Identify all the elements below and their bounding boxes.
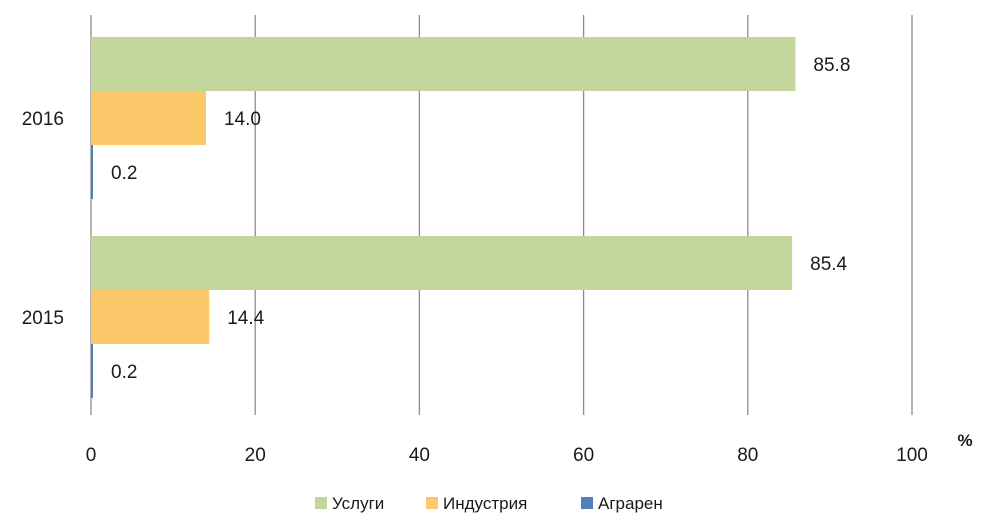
legend-swatch (581, 497, 593, 509)
legend-label: Индустрия (443, 494, 527, 513)
bar-value-label: 85.4 (810, 254, 847, 275)
bar (91, 91, 206, 145)
x-tick-label: 20 (245, 445, 266, 466)
bar (91, 145, 93, 199)
bar (91, 344, 93, 398)
legend-label: Аграрен (598, 494, 663, 513)
x-tick-label: 60 (573, 445, 594, 466)
bar (91, 37, 796, 91)
x-tick-label: 0 (86, 445, 97, 466)
legend: Услуги Индустрия Аграрен (315, 494, 663, 513)
category-labels: 2016 2015 (22, 109, 64, 329)
bar (91, 236, 793, 290)
bar-value-label: 14.4 (227, 308, 264, 329)
data-labels: 85.8 14.0 0.2 85.4 14.4 0.2 (111, 55, 850, 383)
category-label: 2015 (22, 308, 64, 329)
bars (91, 37, 796, 398)
legend-label: Услуги (332, 494, 384, 513)
bar (91, 290, 210, 344)
x-tick-label: 40 (409, 445, 430, 466)
x-tick-label: 100 (896, 445, 928, 466)
legend-swatch (426, 497, 438, 509)
x-tick-label: 80 (737, 445, 758, 466)
category-label: 2016 (22, 109, 64, 130)
bar-value-label: 0.2 (111, 362, 137, 383)
bar-value-label: 14.0 (224, 109, 261, 130)
legend-swatch (315, 497, 327, 509)
bar-value-label: 85.8 (813, 55, 850, 76)
x-axis-unit-label: % (957, 431, 972, 450)
bar-value-label: 0.2 (111, 163, 137, 184)
x-axis-ticks: 0 20 40 60 80 100 (86, 445, 928, 466)
